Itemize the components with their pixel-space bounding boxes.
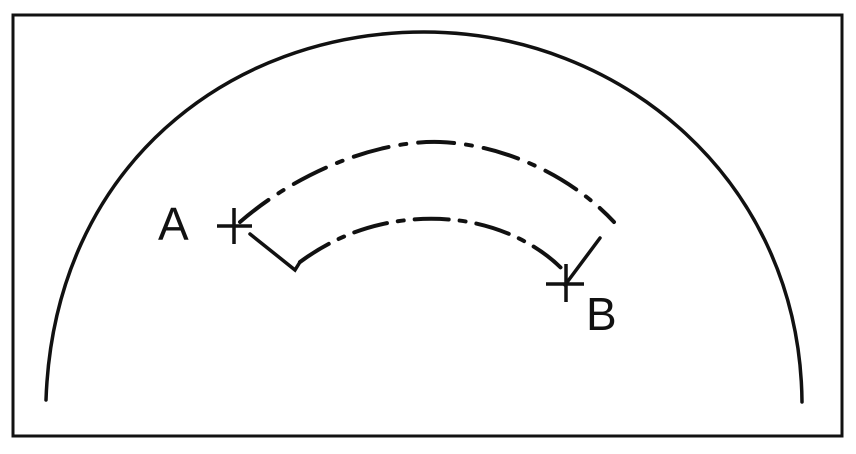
point-b-marker xyxy=(546,264,584,302)
point-a-marker xyxy=(217,208,252,244)
diagram-frame xyxy=(11,13,844,438)
point-b-label: B xyxy=(586,288,617,340)
outer-dashdot-arc xyxy=(238,139,616,224)
outer-arc xyxy=(44,30,804,404)
connector-line xyxy=(248,232,302,273)
point-a-label: A xyxy=(158,198,189,250)
radial-segment xyxy=(563,236,602,287)
inner-dashdot-arc xyxy=(298,216,567,274)
